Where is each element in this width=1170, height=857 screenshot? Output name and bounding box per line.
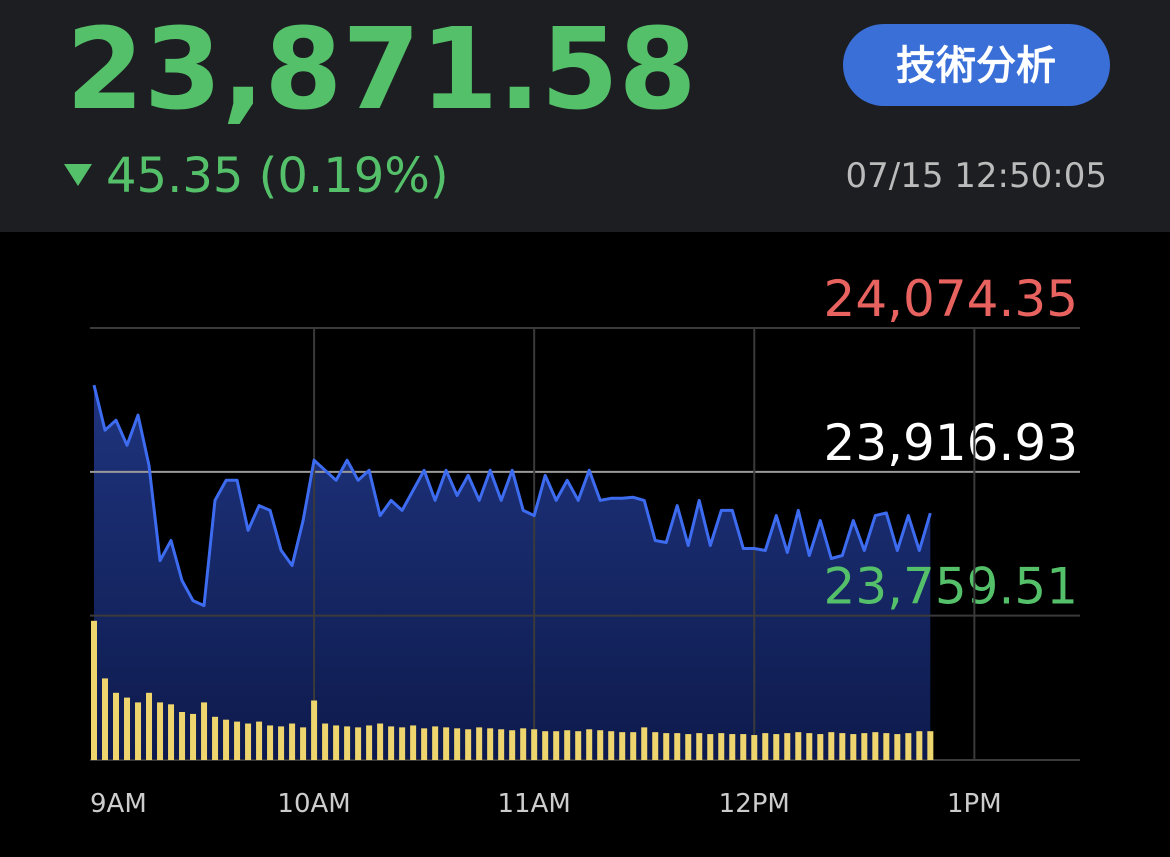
volume-bar: [102, 678, 109, 760]
volume-bar: [905, 733, 912, 760]
x-tick-label: 9AM: [90, 789, 147, 819]
volume-bar: [718, 733, 725, 760]
volume-bar: [564, 730, 571, 760]
volume-bar: [828, 732, 835, 760]
volume-bar: [839, 733, 846, 760]
volume-bar: [773, 734, 780, 760]
volume-bar: [267, 725, 274, 760]
volume-bar: [201, 702, 208, 760]
volume-bar: [487, 728, 494, 760]
volume-bar: [861, 733, 868, 760]
volume-bar: [179, 712, 186, 760]
volume-bar: [421, 728, 428, 760]
volume-bar: [454, 728, 461, 760]
volume-bar: [432, 726, 439, 760]
volume-bar: [124, 697, 131, 760]
x-tick-label: 11AM: [498, 789, 571, 819]
volume-bar: [366, 725, 373, 760]
y-tick-label: 23,759.51: [824, 558, 1078, 616]
volume-bar: [784, 733, 791, 760]
volume-bar: [751, 735, 758, 760]
volume-bar: [872, 732, 879, 760]
y-tick-label: 24,074.35: [824, 270, 1078, 328]
volume-bar: [509, 730, 516, 760]
volume-bar: [256, 721, 263, 760]
volume-bar: [278, 726, 285, 760]
analysis-button-label[interactable]: 技術分析: [896, 43, 1056, 89]
volume-bar: [91, 620, 97, 760]
volume-bar: [399, 727, 406, 760]
volume-bar: [190, 713, 197, 760]
volume-bar: [630, 732, 637, 760]
volume-bar: [894, 734, 901, 760]
x-tick-label: 10AM: [277, 789, 350, 819]
y-tick-label: 23,916.93: [824, 414, 1078, 472]
volume-bar: [168, 704, 175, 760]
volume-bar: [355, 727, 362, 760]
volume-bar: [333, 725, 340, 760]
chart: 23,759.51 23,916.93 24,074.35 9AM 10AM 11AM 12…: [90, 270, 1080, 819]
down-arrow: [64, 164, 92, 186]
volume-bar: [212, 716, 219, 760]
volume-bar: [674, 733, 681, 760]
volume-bar: [916, 731, 923, 760]
volume-bar: [740, 734, 747, 760]
price-area: [94, 385, 931, 760]
volume-bar: [234, 721, 241, 760]
volume-bar: [542, 731, 549, 760]
volume-bar: [806, 733, 813, 760]
volume-bar: [498, 729, 505, 760]
price-line: [92, 384, 932, 608]
volume-bar: [520, 728, 527, 760]
volume-bar: [410, 725, 417, 760]
volume-bar: [641, 727, 648, 760]
volume-bar: [146, 692, 153, 760]
volume-bar: [377, 723, 384, 760]
volume-bar: [135, 702, 142, 760]
volume-bar: [883, 733, 890, 760]
volume-bar: [597, 730, 604, 760]
volume-bar: [311, 700, 318, 760]
volume-bar: [927, 731, 934, 760]
volume-bar: [223, 719, 230, 760]
volume-bar: [707, 734, 714, 760]
volume-bar: [476, 727, 483, 760]
volume-bar: [465, 729, 472, 760]
volume-bar: [762, 733, 769, 760]
price: 23,871.58: [66, 5, 697, 135]
volume-bar: [575, 731, 582, 760]
volume-bar: [696, 733, 703, 760]
volume-bar: [388, 726, 395, 760]
volume-bar: [663, 733, 670, 760]
volume-bar: [685, 734, 692, 760]
volume-bar: [850, 734, 857, 760]
volume-bar: [245, 723, 252, 760]
volume-bar: [652, 732, 659, 760]
volume-bar: [322, 723, 329, 760]
volume-bar: [619, 732, 626, 760]
volume-bar: [443, 727, 450, 760]
x-tick-label: 12PM: [719, 789, 790, 819]
x-tick-label: 1PM: [947, 789, 1002, 819]
volume-bar: [344, 726, 351, 760]
volume-bar: [553, 731, 560, 760]
volume-bar: [289, 723, 296, 760]
volume-bar: [157, 702, 164, 760]
volume-bar: [795, 732, 802, 760]
volume-bar: [531, 729, 538, 760]
volume-bar: [586, 729, 593, 760]
volume-bar: [113, 692, 120, 760]
analysis-button[interactable]: [843, 24, 1110, 106]
volume-bar: [608, 731, 615, 760]
volume-bar: [817, 734, 824, 760]
volume-bar: [729, 734, 736, 760]
change: 45.35 (0.19%): [106, 148, 449, 204]
volume-bar: [300, 727, 307, 760]
timestamp: 07/15 12:50:05: [846, 156, 1108, 196]
